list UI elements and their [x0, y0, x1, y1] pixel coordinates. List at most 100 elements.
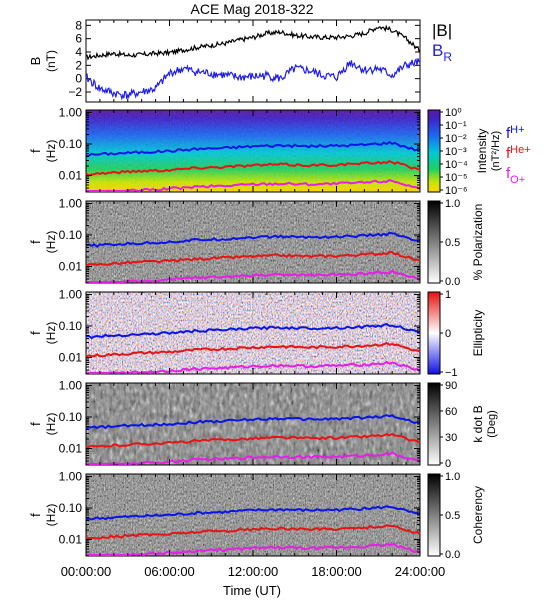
- gyrofrequency-line-He: [85, 432, 421, 448]
- colorbar-tick-label: 10⁻⁶: [445, 185, 468, 197]
- legend-fh: fH+: [506, 124, 525, 142]
- spectrogram: [86, 383, 420, 465]
- colorbar-label: Coherency: [471, 486, 485, 544]
- gyrofrequency-line-He: [85, 341, 421, 358]
- gyrofrequency-line-H: [85, 231, 421, 248]
- gyrofrequency-legend: fH+ fHe+ fO+: [506, 124, 531, 186]
- y-tick-label: 0.10: [59, 137, 83, 151]
- colorbar: [427, 109, 441, 193]
- y-axis-label-f: f: [28, 240, 43, 244]
- legend-br-subscript: R: [443, 50, 452, 64]
- y-axis-unit: (Hz): [44, 413, 58, 436]
- colorbar-tick-label: 10⁰: [445, 107, 462, 119]
- legend-br: BR: [432, 41, 452, 64]
- y-tick-label: 0.10: [59, 228, 83, 242]
- panel-ellipticity: 1.00 0.10 0.01 f (Hz) 1 0 −1 Ellipticity: [28, 287, 485, 379]
- colorbar-label: Intensity: [475, 129, 489, 174]
- y-tick-label: 0.01: [59, 533, 83, 547]
- y-axis-label-f: f: [28, 331, 43, 335]
- colorbar-tick-label: 10⁻¹: [445, 120, 467, 132]
- y-axis-label-b: B: [28, 57, 43, 66]
- panel-intensity: 1.00 0.10 0.01 f (Hz) 10⁰10⁻¹10⁻²10⁻³10⁻⁴10⁻⁵…: [28, 105, 502, 197]
- y-tick-label: 0: [75, 72, 82, 86]
- y-axis-label-f: f: [28, 422, 43, 426]
- colorbar-unit: (Deg): [486, 410, 498, 438]
- legend-fhe-subscript: He+: [510, 144, 531, 156]
- gyrofrequency-line-He: [85, 159, 421, 177]
- colorbar-tick-label: 10⁻⁴: [445, 159, 468, 171]
- x-tick-label: 24:00:00: [395, 564, 446, 579]
- colorbar-tick-label: 60: [445, 406, 457, 418]
- y-axis-unit: (nT): [44, 50, 58, 72]
- y-tick-label: 1.00: [59, 105, 83, 119]
- y-tick-label: 0.01: [59, 351, 83, 365]
- x-tick-label: 06:00:00: [144, 564, 195, 579]
- colorbar-tick-label: 1.0: [445, 198, 460, 210]
- y-axis-unit: (Hz): [44, 322, 58, 345]
- gyrofrequency-line-He: [85, 524, 421, 540]
- gyrofrequency-line-H: [85, 140, 421, 157]
- y-axis-unit: (Hz): [44, 231, 58, 254]
- legend-fh-subscript: H+: [510, 124, 524, 136]
- colorbar-unit: (nT²/Hz): [490, 131, 502, 171]
- y-axis-label-f: f: [28, 513, 43, 517]
- colorbar-tick-label: 0.0: [445, 549, 460, 561]
- colorbar-tick-label: 0.5: [445, 237, 460, 249]
- spectrogram: [86, 201, 420, 283]
- y-tick-label: 2: [75, 58, 82, 72]
- colorbar-label: % Polarization: [471, 204, 485, 281]
- y-tick-label: −2: [68, 85, 82, 99]
- panel-polarization: 1.00 0.10 0.01 f (Hz) 1.0 0.5 0.0 % Polarization: [28, 196, 485, 288]
- legend-fhe-name: f: [506, 145, 511, 162]
- colorbar-tick-label: 10⁻²: [445, 133, 467, 145]
- legend-fhe: fHe+: [506, 144, 531, 162]
- colorbar-tick-label: 10⁻³: [445, 146, 467, 158]
- legend-fo: fO+: [506, 165, 525, 186]
- gyrofrequency-line-H: [85, 505, 421, 521]
- legend-fo-name: f: [506, 165, 511, 182]
- y-axis-unit: (Hz): [44, 504, 58, 527]
- spectrogram: [86, 292, 420, 374]
- y-tick-label: 0.01: [59, 442, 83, 456]
- y-tick-label: 1.00: [59, 378, 83, 392]
- colorbar-tick-label: 30: [445, 432, 457, 444]
- colorbar: [427, 382, 441, 466]
- y-tick-label: 1.00: [59, 196, 83, 210]
- colorbar-tick-label: 1.0: [445, 471, 460, 483]
- spectrogram: [86, 474, 420, 556]
- y-tick-label: 1.00: [59, 469, 83, 483]
- y-tick-label: 0.10: [59, 501, 83, 515]
- colorbar-label: k dot B: [471, 405, 485, 442]
- figure-title: ACE Mag 2018-322: [191, 1, 314, 17]
- colorbar-tick-label: 90: [445, 380, 457, 392]
- colorbar-tick-label: 0.0: [445, 276, 460, 288]
- y-tick-label: 0.10: [59, 410, 83, 424]
- legend-babs: |B|: [432, 21, 452, 40]
- x-tick-label: 18:00:00: [311, 564, 362, 579]
- colorbar: [427, 291, 441, 375]
- babs-series-line: [85, 24, 421, 61]
- panel-wave-normal-angle: 1.00 0.10 0.01 f (Hz) 90 60 30 0 k dot B (Deg): [28, 378, 498, 470]
- colorbar-label: Ellipticity: [471, 310, 485, 357]
- legend-fh-name: f: [506, 125, 511, 142]
- y-axis-unit: (Hz): [44, 140, 58, 163]
- y-tick-label: 4: [75, 45, 82, 59]
- x-axis-label: Time (UT): [223, 583, 281, 598]
- x-axis: 00:00:00 06:00:00 12:00:00 18:00:00 24:00:00: [61, 564, 446, 579]
- x-tick-label: 12:00:00: [228, 564, 279, 579]
- colorbar: [427, 473, 441, 557]
- br-series-line: [85, 57, 421, 101]
- y-tick-label: 1.00: [59, 287, 83, 301]
- legend-br-name: B: [432, 41, 443, 60]
- y-tick-label: 8: [75, 18, 82, 32]
- x-tick-label: 00:00:00: [61, 564, 112, 579]
- gyrofrequency-line-H: [85, 322, 421, 340]
- colorbar-tick-label: 1: [445, 289, 451, 301]
- y-tick-label: 0.01: [59, 169, 83, 183]
- colorbar-tick-label: 0.5: [445, 510, 460, 522]
- y-axis-label: B (nT): [28, 50, 58, 72]
- y-tick-label: 6: [75, 32, 82, 46]
- colorbar-tick-label: 0: [445, 458, 451, 470]
